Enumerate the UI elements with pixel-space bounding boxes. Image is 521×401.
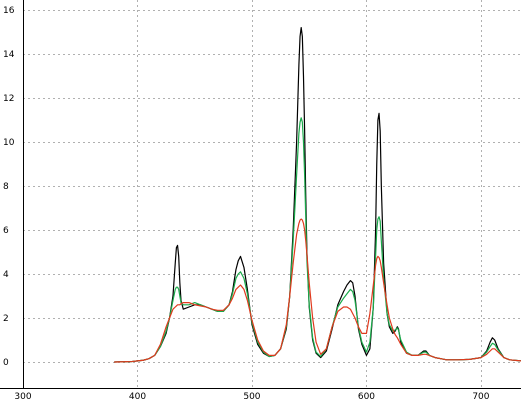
x-tick-label: 700: [472, 392, 489, 401]
y-tick-label: 6: [3, 226, 9, 236]
y-tick-label: 2: [3, 314, 9, 324]
y-tick-label: 14: [3, 50, 15, 60]
x-tick-label: 600: [358, 392, 375, 401]
y-tick-label: 10: [3, 138, 15, 148]
y-tick-label: 8: [3, 182, 9, 192]
series-line-2: [113, 117, 521, 363]
x-tick-label: 300: [14, 392, 31, 401]
series-line-3: [113, 218, 521, 363]
series-line-1: [113, 27, 521, 363]
y-tick-label: 4: [3, 270, 9, 280]
grid: [23, 0, 521, 388]
series-lines: [113, 27, 521, 363]
tick-labels: 0 2 4 6 8 10 12 14 16 300 400 500 600 700: [3, 6, 490, 401]
y-tick-label: 0: [3, 358, 9, 368]
x-tick-label: 400: [129, 392, 146, 401]
y-tick-label: 12: [3, 94, 14, 104]
y-tick-label: 16: [3, 6, 15, 16]
axes: [0, 0, 521, 389]
x-tick-label: 500: [243, 392, 260, 401]
